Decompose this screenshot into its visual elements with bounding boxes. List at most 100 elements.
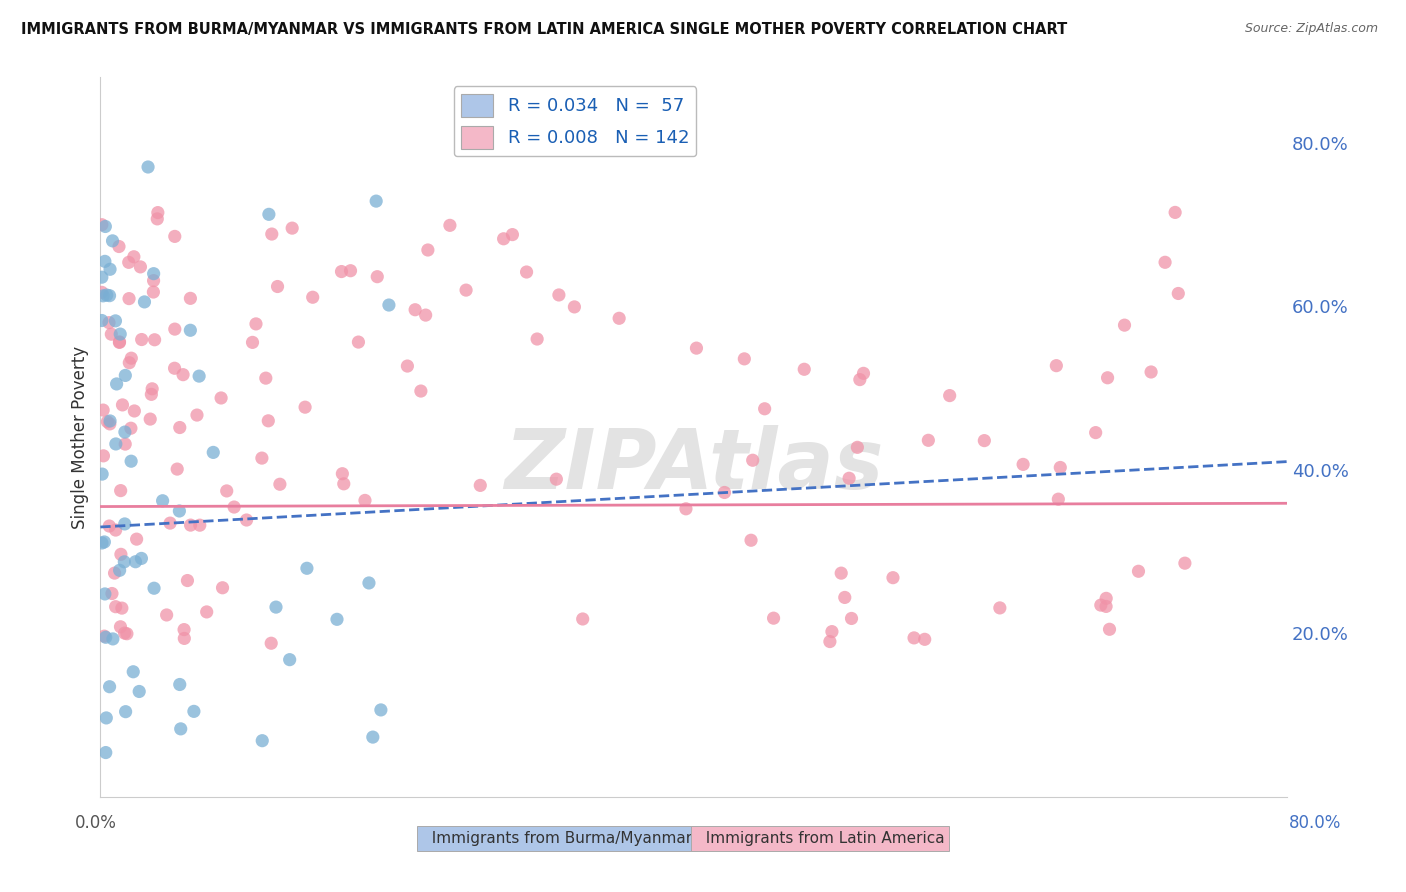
Point xyxy=(675,501,697,516)
Point xyxy=(141,382,163,396)
Point xyxy=(104,523,127,537)
Point xyxy=(1167,286,1189,301)
Point xyxy=(91,403,114,417)
Point xyxy=(295,561,318,575)
Text: IMMIGRANTS FROM BURMA/MYANMAR VS IMMIGRANTS FROM LATIN AMERICA SINGLE MOTHER POV: IMMIGRANTS FROM BURMA/MYANMAR VS IMMIGRA… xyxy=(21,22,1067,37)
Point xyxy=(101,234,124,248)
Point xyxy=(169,504,191,518)
Point xyxy=(114,368,136,383)
Point xyxy=(111,398,134,412)
Point xyxy=(1128,564,1150,578)
Point xyxy=(330,264,353,278)
Point xyxy=(110,327,132,342)
Point xyxy=(104,599,127,614)
Point xyxy=(122,250,145,264)
Point xyxy=(838,471,860,485)
Point xyxy=(114,705,136,719)
Point xyxy=(257,414,280,428)
Point xyxy=(361,730,384,744)
Point xyxy=(124,404,146,418)
Point xyxy=(134,294,156,309)
Point xyxy=(713,485,735,500)
Point xyxy=(1012,458,1035,472)
Point xyxy=(849,373,872,387)
Point xyxy=(366,269,388,284)
Point xyxy=(834,591,856,605)
Point xyxy=(96,415,118,429)
Point xyxy=(252,733,274,747)
Point xyxy=(1090,598,1112,612)
Point xyxy=(120,351,142,366)
Point xyxy=(378,298,401,312)
Point xyxy=(339,263,361,277)
Point xyxy=(180,518,202,533)
Point xyxy=(90,313,112,327)
Point xyxy=(172,368,194,382)
Point xyxy=(93,629,115,643)
Point xyxy=(685,341,707,355)
Text: 0.0%: 0.0% xyxy=(75,814,117,831)
Point xyxy=(1095,599,1118,614)
Point xyxy=(439,219,461,233)
Point xyxy=(278,653,301,667)
Point xyxy=(104,437,127,451)
Point xyxy=(354,493,377,508)
Point xyxy=(129,260,152,274)
Point xyxy=(470,478,492,492)
Text: ZIPAtlas: ZIPAtlas xyxy=(503,425,883,507)
Point xyxy=(118,292,141,306)
Point xyxy=(91,536,114,550)
Point xyxy=(163,361,186,376)
Point xyxy=(183,704,205,718)
Point xyxy=(94,746,117,760)
Point xyxy=(793,362,815,376)
Point xyxy=(333,476,356,491)
Point xyxy=(166,462,188,476)
Point xyxy=(176,574,198,588)
Point xyxy=(100,327,122,342)
Point xyxy=(1164,205,1187,219)
Point xyxy=(830,566,852,581)
Point xyxy=(264,600,287,615)
Y-axis label: Single Mother Poverty: Single Mother Poverty xyxy=(72,345,89,529)
Point xyxy=(114,425,136,439)
Point xyxy=(852,367,875,381)
Point xyxy=(914,632,936,647)
Point xyxy=(96,288,118,302)
Point xyxy=(882,571,904,585)
Point xyxy=(128,684,150,698)
Point xyxy=(257,207,280,221)
Point xyxy=(1047,492,1070,507)
Point xyxy=(266,279,288,293)
Point xyxy=(141,387,163,401)
Point xyxy=(139,412,162,426)
Point xyxy=(917,434,939,448)
Point xyxy=(131,551,153,566)
Point xyxy=(396,359,419,373)
Point xyxy=(159,516,181,530)
Point xyxy=(94,254,117,268)
Point xyxy=(260,227,283,241)
Point xyxy=(370,703,392,717)
Point xyxy=(110,483,132,498)
Point xyxy=(179,291,201,305)
Point xyxy=(366,194,388,208)
Point xyxy=(188,518,211,533)
Point xyxy=(903,631,925,645)
Point xyxy=(170,722,193,736)
Point xyxy=(146,205,169,219)
Point xyxy=(202,445,225,459)
Text: Immigrants from Burma/Myanmar: Immigrants from Burma/Myanmar xyxy=(422,831,692,846)
Point xyxy=(163,322,186,336)
Point xyxy=(548,288,571,302)
Point xyxy=(146,211,169,226)
Point xyxy=(526,332,548,346)
Point xyxy=(114,437,136,451)
Point xyxy=(347,334,370,349)
Point xyxy=(1084,425,1107,440)
Point xyxy=(90,285,112,300)
Point xyxy=(846,440,869,454)
Point xyxy=(1114,318,1136,333)
Point xyxy=(492,232,515,246)
Point xyxy=(173,623,195,637)
